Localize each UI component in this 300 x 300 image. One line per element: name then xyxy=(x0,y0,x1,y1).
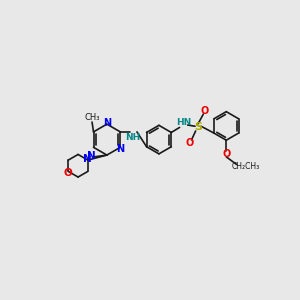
Text: CH₂CH₃: CH₂CH₃ xyxy=(232,162,260,171)
Text: HN: HN xyxy=(176,118,191,127)
Text: O: O xyxy=(222,149,230,159)
Text: N: N xyxy=(103,118,111,128)
Text: O: O xyxy=(64,168,73,178)
Text: CH₃: CH₃ xyxy=(84,113,100,122)
Text: NH: NH xyxy=(125,133,141,142)
Text: N: N xyxy=(87,151,96,160)
Text: S: S xyxy=(194,122,202,132)
Text: O: O xyxy=(200,106,209,116)
Text: O: O xyxy=(186,138,194,148)
Text: N: N xyxy=(116,144,124,154)
Text: N: N xyxy=(83,154,92,164)
